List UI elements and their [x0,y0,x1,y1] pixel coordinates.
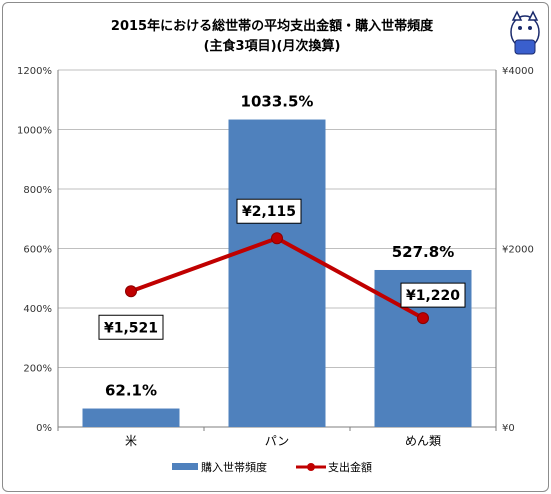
left-tick-label: 200% [23,364,52,375]
right-axis-ticks: ¥0 ¥2000 ¥4000 [502,66,534,434]
category-label: 米 [125,434,137,448]
line-value-label: ¥2,115 [242,204,296,220]
bar-value-label: 527.8% [392,243,454,261]
line-value-label: ¥1,521 [104,320,158,336]
category-label: パン [265,434,290,448]
mascot-icon [510,10,540,55]
legend-line-marker [307,463,315,471]
left-tick-label: 800% [23,185,52,196]
line-point [417,312,429,325]
bar [228,119,326,427]
legend-line-label: 支出金額 [328,460,372,474]
left-axis-ticks: 0% 200% 400% 600% 800% 1000% 1200% [17,66,52,434]
bar-value-label: 1033.5% [241,93,314,111]
right-tick-label: ¥4000 [502,66,534,77]
left-tick-label: 1200% [17,66,52,77]
line-label-box [400,282,466,308]
chart-title-line1: 2015年における総世帯の平均支出金額・購入世帯頻度 [111,18,434,34]
line-value-label: ¥1,220 [406,288,460,304]
bar-data-labels: 62.1% 1033.5% 527.8% [105,93,454,400]
category-labels: 米 パン めん類 [57,427,497,448]
category-label: めん類 [405,434,441,448]
line-point [271,232,283,245]
right-tick-label: ¥0 [502,423,515,434]
line-series [125,232,429,325]
left-tick-label: 600% [23,245,52,256]
bar-value-label: 62.1% [105,382,157,400]
line-point [125,285,137,298]
line-label-box [98,314,164,340]
legend-bar-swatch [172,463,198,470]
left-tick-label: 1000% [17,126,52,137]
bar [82,408,180,427]
line-label-box [236,198,302,224]
left-tick-label: 400% [23,304,52,315]
legend-bar-label: 購入世帯頻度 [201,460,267,474]
right-tick-label: ¥2000 [502,245,534,256]
legend: 購入世帯頻度 支出金額 [172,460,372,474]
chart-title-line2: (主食3項目)(月次換算) [204,38,341,54]
line-data-labels: ¥1,521 ¥2,115 ¥1,220 [98,198,466,340]
left-tick-label: 0% [36,423,52,434]
